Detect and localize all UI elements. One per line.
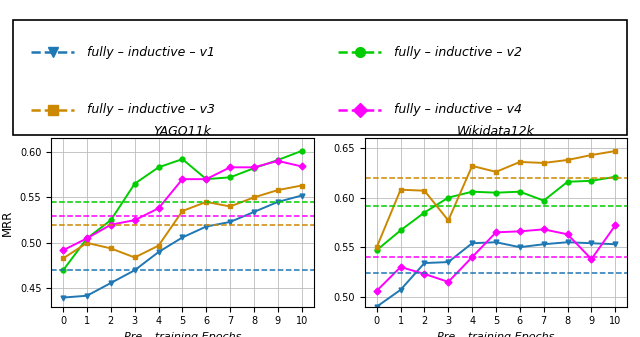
Title: YAGO11k: YAGO11k	[154, 125, 211, 138]
X-axis label: Pre – training Epochs: Pre – training Epochs	[124, 332, 241, 337]
Text: fully – inductive – v2: fully – inductive – v2	[394, 46, 522, 59]
Y-axis label: MRR: MRR	[1, 209, 14, 236]
Text: fully – inductive – v3: fully – inductive – v3	[86, 103, 214, 116]
Text: fully – inductive – v1: fully – inductive – v1	[86, 46, 214, 59]
X-axis label: Pre – training Epochs: Pre – training Epochs	[437, 332, 555, 337]
Text: fully – inductive – v4: fully – inductive – v4	[394, 103, 522, 116]
Title: Wikidata12k: Wikidata12k	[457, 125, 535, 138]
